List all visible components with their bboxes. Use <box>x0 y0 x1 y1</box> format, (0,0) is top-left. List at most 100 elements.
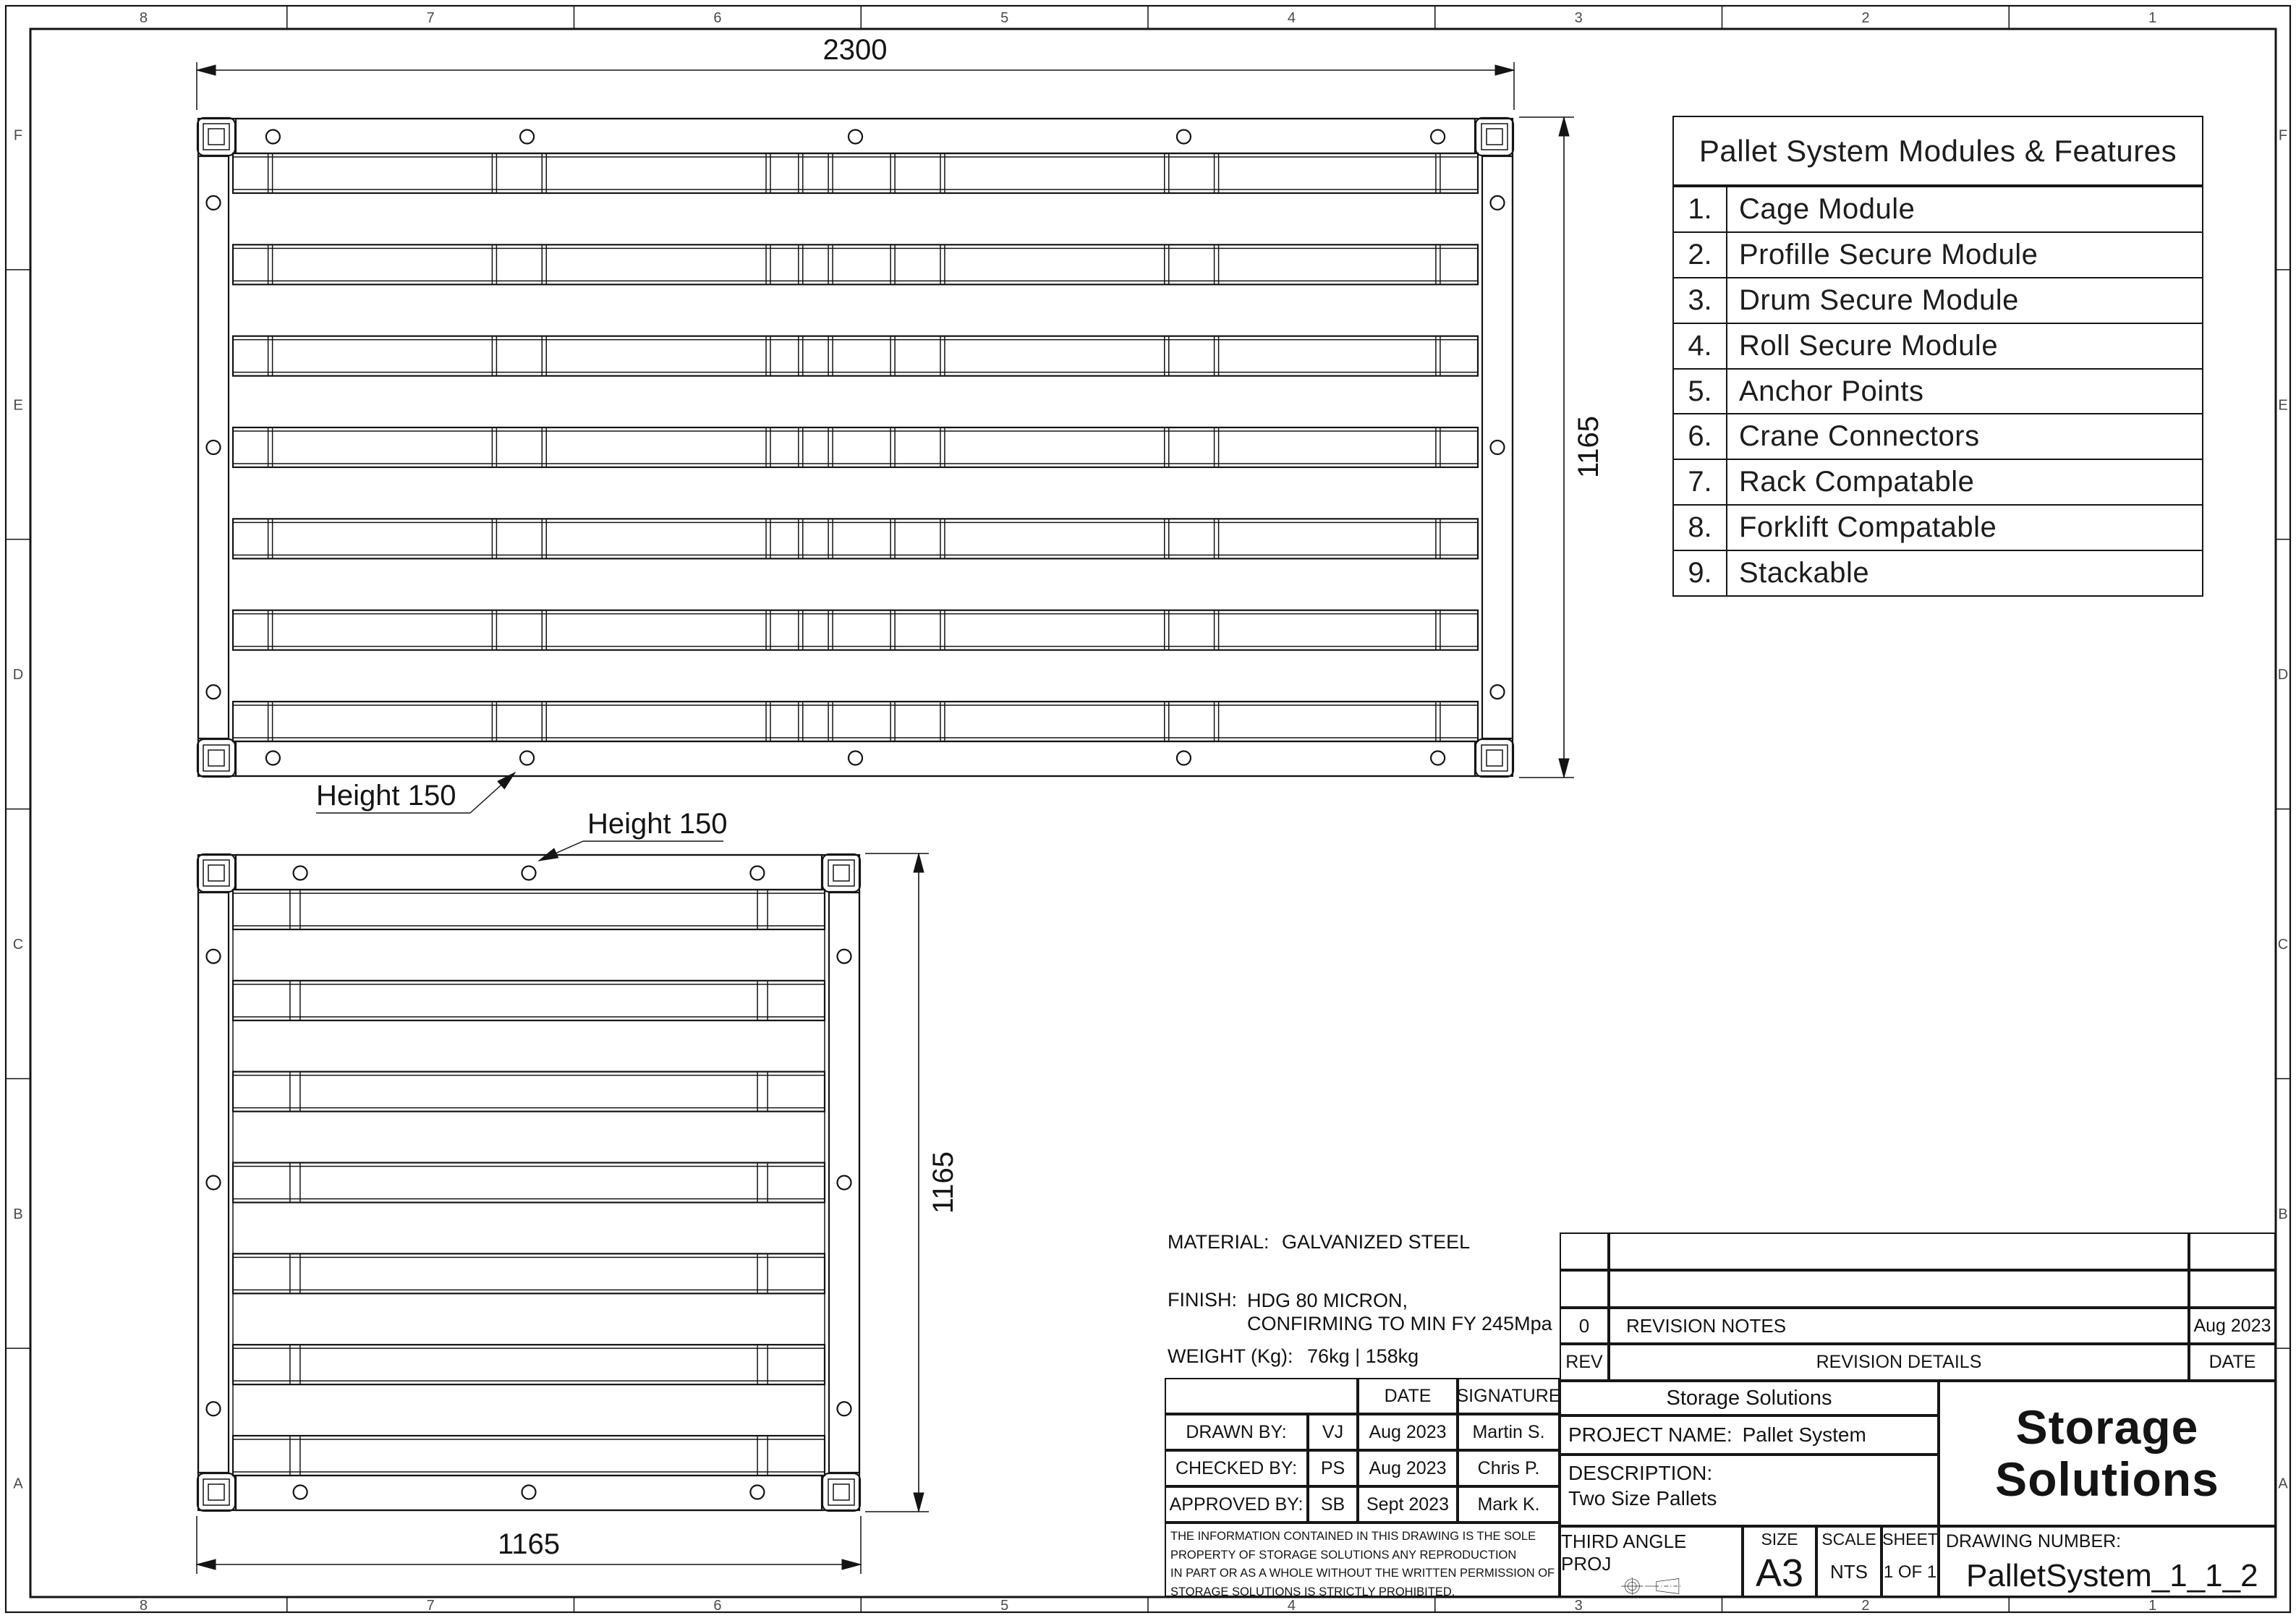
finish-label: FINISH: <box>1168 1289 1238 1311</box>
revision-empty-date-1 <box>2189 1232 2276 1270</box>
zone-row-label: E <box>2278 397 2287 413</box>
feature-number: 4. <box>1674 323 1727 368</box>
description-value: Two Size Pallets <box>1568 1487 1717 1510</box>
disclaimer-line-4: STORAGE SOLUTIONS IS STRICTLY PROHIBITED… <box>1170 1585 1455 1598</box>
anchor-hole <box>847 750 864 766</box>
anchor-hole <box>205 684 221 700</box>
pallet-outline <box>197 117 1514 778</box>
deck-slat <box>231 609 1479 651</box>
sheet-label: SHEET <box>1882 1530 1938 1549</box>
zone-column-label: 7 <box>427 1598 435 1614</box>
description-cell: DESCRIPTION: Two Size Pallets <box>1560 1455 1939 1526</box>
feature-number: 3. <box>1674 278 1727 323</box>
drawing-number-label: DRAWING NUMBER: <box>1946 1531 2122 1551</box>
anchor-hole <box>1430 750 1446 766</box>
material-label: MATERIAL: <box>1168 1231 1270 1253</box>
revision-row-rev: 0 <box>1560 1308 1609 1344</box>
feature-label: Profille Secure Module <box>1739 238 2038 271</box>
corner-block-inner <box>203 1478 230 1506</box>
table-row: 5. Anchor Points <box>1674 367 2202 414</box>
anchor-hole <box>749 1484 765 1500</box>
back-slat <box>232 1201 825 1255</box>
corner-block-inner <box>833 864 850 882</box>
checked-by-initials: PS <box>1308 1450 1358 1486</box>
logo-line-1: Storage <box>2015 1400 2199 1455</box>
disclaimer-line-2: PROPERTY OF STORAGE SOLUTIONS ANY REPROD… <box>1170 1548 1517 1562</box>
feature-label: Roll Secure Module <box>1739 329 1999 362</box>
description-text: DESCRIPTION: Two Size Pallets <box>1568 1460 1717 1511</box>
drawing-number-cell: DRAWING NUMBER: PalletSystem_1_1_2 <box>1939 1526 2276 1597</box>
corner-block-inner <box>1486 128 1503 145</box>
zone-row-label: C <box>2278 937 2288 953</box>
zone-column-label: 2 <box>1861 1598 1869 1614</box>
logo-line-2: Solutions <box>1995 1452 2219 1506</box>
finish-value: HDG 80 MICRON, CONFIRMING TO MIN FY 245M… <box>1247 1289 1552 1336</box>
corner-block <box>196 1472 237 1512</box>
finish-line-1: HDG 80 MICRON, <box>1247 1290 1408 1311</box>
table-row: 4. Roll Secure Module <box>1674 322 2202 368</box>
approval-header-empty <box>1165 1378 1358 1414</box>
revision-empty-rev-1 <box>1560 1232 1609 1270</box>
deck-slat <box>231 426 1479 469</box>
corner-block <box>1474 738 1515 778</box>
revision-row-details: REVISION NOTES <box>1609 1308 2189 1344</box>
feature-number: 2. <box>1674 232 1727 277</box>
anchor-hole <box>205 1401 221 1417</box>
feature-number: 9. <box>1674 551 1727 596</box>
feature-label: Crane Connectors <box>1739 420 1980 453</box>
weight-note: WEIGHT (Kg): 76kg | 158kg <box>1168 1345 1419 1368</box>
corner-block-inner <box>1486 749 1503 767</box>
feature-label: Drum Secure Module <box>1739 284 2019 316</box>
zone-row-label: A <box>2278 1476 2288 1492</box>
height-callout-top-text: Height 150 <box>316 780 456 812</box>
projection-label: THIRD ANGLE PROJ <box>1561 1530 1687 1575</box>
feature-number: 8. <box>1674 506 1727 550</box>
corner-block-inner <box>208 128 225 145</box>
material-value: GALVANIZED STEEL <box>1282 1231 1471 1253</box>
height-callout-front-text: Height 150 <box>587 808 727 840</box>
drawn-by-date: Aug 2023 <box>1358 1414 1458 1450</box>
revision-empty-rev-2 <box>1560 1270 1609 1308</box>
feature-number: 7. <box>1674 460 1727 505</box>
back-slat <box>232 1293 825 1345</box>
features-table-title: Pallet System Modules & Features <box>1674 117 2202 186</box>
back-slat <box>232 1020 825 1073</box>
zone-row-label: F <box>14 127 22 143</box>
anchor-hole <box>1489 684 1505 700</box>
company-name-cell: Storage Solutions <box>1560 1381 1939 1415</box>
back-slat <box>232 1384 825 1436</box>
pallet-outline <box>197 853 861 1512</box>
checked-by-signature: Chris P. <box>1458 1450 1560 1486</box>
dim-front-height-text: 1165 <box>927 1151 959 1214</box>
deck-slat <box>231 700 1479 743</box>
deck-slat <box>231 244 1479 286</box>
anchor-hole <box>836 948 852 964</box>
table-row: 6. Crane Connectors <box>1674 413 2202 459</box>
corner-block-inner <box>208 864 225 882</box>
zone-column-label: 2 <box>1861 10 1869 26</box>
drawing-number-block: DRAWING NUMBER: PalletSystem_1_1_2 <box>1946 1531 2258 1600</box>
zone-column-label: 3 <box>1575 1598 1583 1614</box>
table-row: 3. Drum Secure Module <box>1674 276 2202 323</box>
project-name-cell: PROJECT NAME: Pallet System <box>1560 1415 1939 1455</box>
company-logo: Storage Solutions <box>1939 1381 2276 1526</box>
revision-empty-date-2 <box>2189 1270 2276 1308</box>
zone-column-label: 4 <box>1288 1598 1296 1614</box>
disclaimer-line-1: THE INFORMATION CONTAINED IN THIS DRAWIN… <box>1170 1530 1536 1543</box>
corner-block-inner <box>208 1483 225 1501</box>
zone-row-label: A <box>13 1476 23 1492</box>
weight-label: WEIGHT (Kg): <box>1168 1345 1293 1367</box>
feature-label: Cage Module <box>1739 192 1916 225</box>
zone-column-label: 7 <box>427 10 435 26</box>
anchor-hole <box>292 1484 308 1500</box>
corner-block <box>821 853 862 893</box>
sheet-cell: SHEET 1 OF 1 <box>1882 1526 1939 1597</box>
corner-block-inner <box>828 1478 855 1506</box>
deck-slat <box>231 1434 826 1477</box>
zone-column-label: 6 <box>713 10 721 26</box>
corner-block-inner <box>208 749 225 767</box>
approval-header-date: DATE <box>1358 1378 1458 1414</box>
anchor-hole <box>749 865 765 881</box>
deck-slat <box>231 152 1479 195</box>
